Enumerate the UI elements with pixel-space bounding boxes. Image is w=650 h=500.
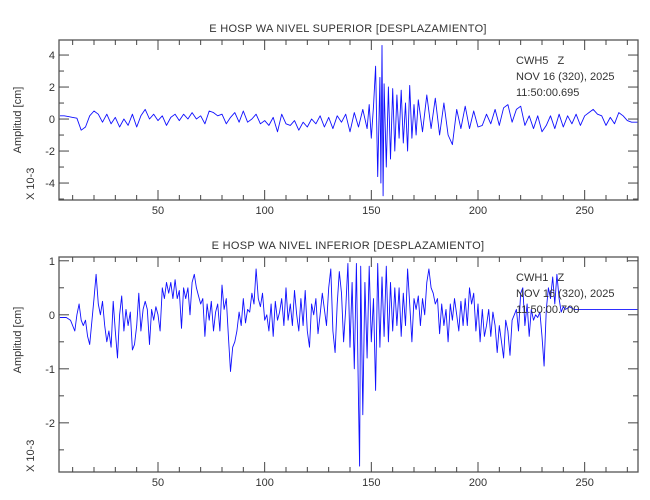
y-tick-label: 0 (49, 114, 55, 126)
waveform-trace (59, 263, 638, 467)
x-tick-label: 200 (469, 205, 487, 217)
x-tick-label: 200 (469, 477, 487, 489)
x-tick-label: 50 (152, 477, 164, 489)
y-tick-label: 1 (49, 256, 55, 268)
y-tick-label: -2 (45, 146, 55, 158)
upper-y-axis-label: Amplitud [cm] (12, 87, 24, 154)
lower-y-scale-label: X 10-3 (25, 440, 37, 472)
x-tick-label: 250 (575, 477, 593, 489)
upper-panel-title: E HOSP WA NIVEL SUPERIOR [DESPLAZAMIENTO… (209, 23, 487, 35)
lower-annotation-station: CWH1 Z (516, 272, 565, 284)
plot-frame (58, 39, 639, 201)
y-tick-label: 0 (49, 310, 55, 322)
upper-level-panel: E HOSP WA NIVEL SUPERIOR [DESPLAZAMIENTO… (12, 23, 639, 217)
x-tick-label: 100 (255, 205, 273, 217)
upper-y-scale-label: X 10-3 (25, 168, 37, 200)
y-tick-label: -1 (45, 364, 55, 376)
lower-level-panel: E HOSP WA NIVEL INFERIOR [DESPLAZAMIENTO… (12, 240, 639, 489)
x-tick-label: 150 (362, 205, 380, 217)
lower-panel-title: E HOSP WA NIVEL INFERIOR [DESPLAZAMIENTO… (212, 240, 485, 252)
upper-annotation-date: NOV 16 (320), 2025 (516, 71, 614, 83)
y-tick-label: 2 (49, 82, 55, 94)
waveform-trace (59, 44, 638, 197)
upper-annotation-time: 11:50:00.695 (516, 87, 579, 99)
lower-annotation-time: 11:50:00.700 (516, 304, 579, 316)
x-tick-label: 50 (152, 205, 164, 217)
y-tick-label: -2 (45, 418, 55, 430)
x-tick-label: 250 (575, 205, 593, 217)
upper-annotation-station: CWH5 Z (516, 55, 565, 67)
y-tick-label: 4 (49, 50, 55, 62)
lower-y-axis-label: Amplitud [cm] (12, 307, 24, 374)
y-tick-label: -4 (45, 178, 55, 190)
x-tick-label: 150 (362, 477, 380, 489)
plot-frame (58, 256, 639, 473)
lower-annotation-date: NOV 16 (320), 2025 (516, 288, 614, 300)
x-tick-label: 100 (255, 477, 273, 489)
